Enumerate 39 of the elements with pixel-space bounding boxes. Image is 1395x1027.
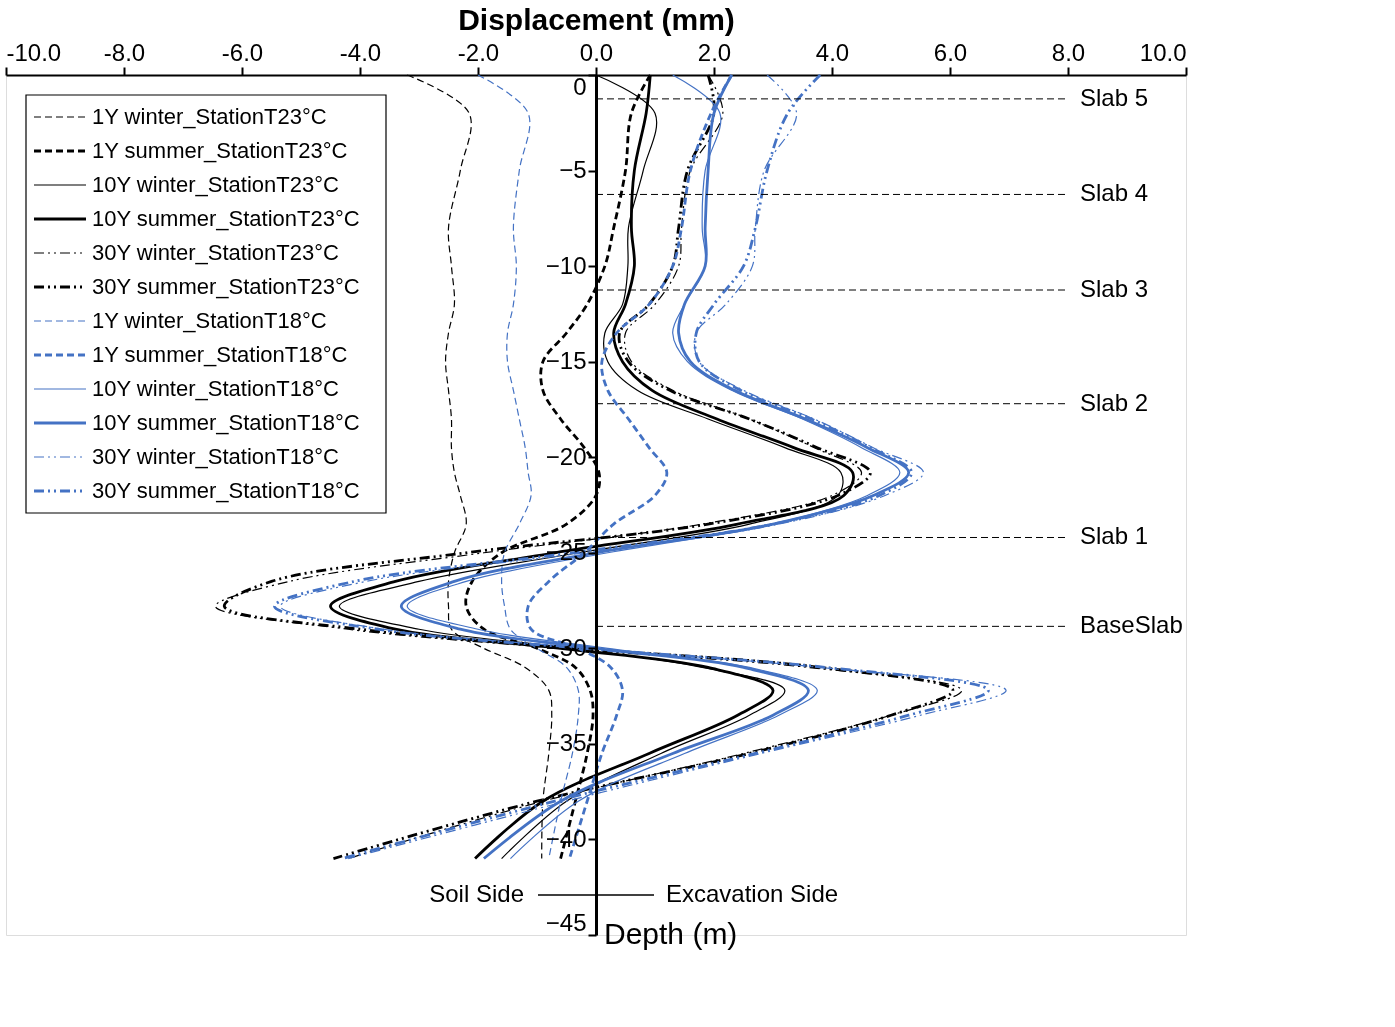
x-tick-label: -8.0	[103, 38, 146, 66]
x-tick-label: 2.0	[697, 38, 732, 66]
ref-line-label: Slab 1	[1080, 522, 1149, 550]
y-tick-label: −5	[559, 156, 587, 184]
x-axis-title: Displacement (mm)	[458, 2, 735, 36]
y-tick-label: −10	[545, 251, 587, 279]
legend-label: 1Y winter_StationT23°C	[92, 104, 327, 129]
legend-label: 1Y winter_StationT18°C	[92, 308, 327, 333]
x-tick-label: 8.0	[1051, 38, 1086, 66]
x-tick-label: 0.0	[579, 38, 614, 66]
ref-line-label: Slab 3	[1080, 275, 1149, 302]
y-tick-label: −15	[545, 347, 587, 375]
ref-line-label: Slab 5	[1080, 83, 1149, 111]
x-tick-label: -10.0	[6, 38, 62, 66]
legend-label: 10Y summer_StationT23°C	[92, 206, 360, 231]
x-tick-label: 4.0	[815, 38, 850, 66]
ref-line-label: Slab 2	[1080, 388, 1149, 416]
x-tick-label: 10.0	[1139, 38, 1187, 66]
legend-label: 10Y winter_StationT23°C	[92, 172, 339, 197]
y-tick-label: 0	[573, 72, 587, 100]
legend-label: 10Y winter_StationT18°C	[92, 376, 339, 401]
x-tick-label: -6.0	[221, 38, 264, 66]
legend-label: 30Y summer_StationT23°C	[92, 274, 360, 299]
legend-label: 1Y summer_StationT18°C	[92, 342, 348, 367]
y-axis-title: Depth (m)	[604, 917, 738, 950]
x-tick-label: -4.0	[339, 38, 382, 66]
ref-line-label: BaseSlab	[1080, 611, 1183, 639]
x-tick-label: 6.0	[933, 38, 968, 66]
legend-label: 30Y summer_StationT18°C	[92, 478, 360, 503]
legend-label: 1Y summer_StationT23°C	[92, 138, 348, 163]
annotation: Excavation Side	[666, 880, 839, 907]
x-tick-label: -2.0	[457, 38, 500, 66]
ref-line-label: Slab 4	[1080, 179, 1149, 207]
y-tick-label: −45	[545, 908, 587, 936]
legend-label: 30Y winter_StationT18°C	[92, 444, 339, 469]
annotation: Soil Side	[429, 880, 524, 907]
legend-label: 30Y winter_StationT23°C	[92, 240, 339, 265]
legend-label: 10Y summer_StationT18°C	[92, 410, 360, 435]
y-tick-label: −20	[545, 442, 587, 470]
